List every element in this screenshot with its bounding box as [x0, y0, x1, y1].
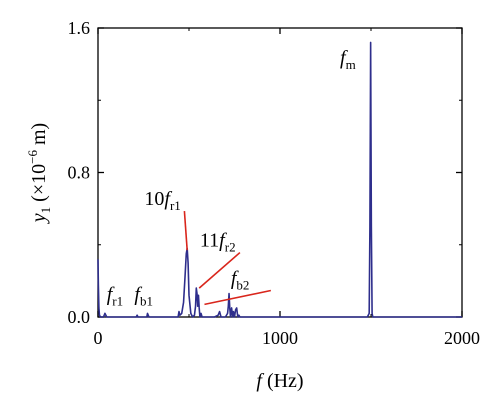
annotation-base: f — [219, 230, 227, 252]
annotation-leader-line — [204, 289, 272, 306]
annotation-base: f — [164, 188, 172, 210]
annotation-base: f — [107, 284, 115, 306]
x-tick-label: 0 — [94, 328, 103, 348]
y-axis-title: y1 (×10−6 m) — [25, 123, 53, 224]
y-axis-unit-close: m) — [28, 123, 50, 150]
plot-frame-rect — [97, 27, 463, 318]
annotation-leader-line — [198, 251, 241, 289]
spectrum-series-line — [97, 41, 462, 318]
annotation-subscript: r2 — [225, 240, 236, 255]
peak-annotation-label: 11fr2 — [200, 230, 236, 255]
annotation-subscript: b1 — [140, 294, 153, 309]
peak-annotation-label: fm — [340, 47, 356, 72]
axis-titles: f (Hz) y1 (×10−6 m) — [25, 123, 304, 392]
peak-annotation-label: fb2 — [231, 267, 250, 292]
annotation-base: f — [134, 284, 142, 306]
annotation-subscript: m — [346, 57, 356, 72]
x-axis-unit: (Hz) — [262, 370, 304, 392]
y-axis-exponent: −6 — [25, 150, 40, 164]
x-axis-variable: f — [256, 370, 264, 392]
y-tick-label: 0.0 — [68, 307, 91, 327]
plot-frame — [97, 27, 463, 318]
annotation-subscript: b2 — [236, 277, 249, 292]
peak-annotation-label: fr1 — [107, 284, 123, 309]
y-tick-label: 1.6 — [68, 18, 91, 38]
y-axis-unit-open: (×10 — [28, 164, 50, 207]
series-group — [97, 41, 462, 318]
annotation-base: f — [340, 47, 348, 69]
x-tick-label: 2000 — [444, 328, 480, 348]
y-axis-variable: y — [28, 213, 50, 224]
y-tick-label: 0.8 — [68, 163, 91, 183]
y-axis-subscript: 1 — [38, 207, 53, 214]
peak-annotation-label: 10fr1 — [144, 188, 180, 213]
peak-annotation-label: fb1 — [134, 284, 153, 309]
axis-ticks: 0 1000 2000 0.0 0.8 1.6 — [68, 18, 481, 348]
annotation-subscript: r1 — [170, 198, 181, 213]
x-tick-label: 1000 — [262, 328, 298, 348]
x-axis-title: f (Hz) — [256, 370, 303, 392]
annotation-leader-line — [183, 210, 188, 251]
annotation-coefficient: 10 — [144, 188, 164, 210]
annotation-base: f — [231, 267, 239, 289]
annotation-coefficient: 11 — [200, 230, 219, 252]
annotation-subscript: r1 — [112, 294, 123, 309]
